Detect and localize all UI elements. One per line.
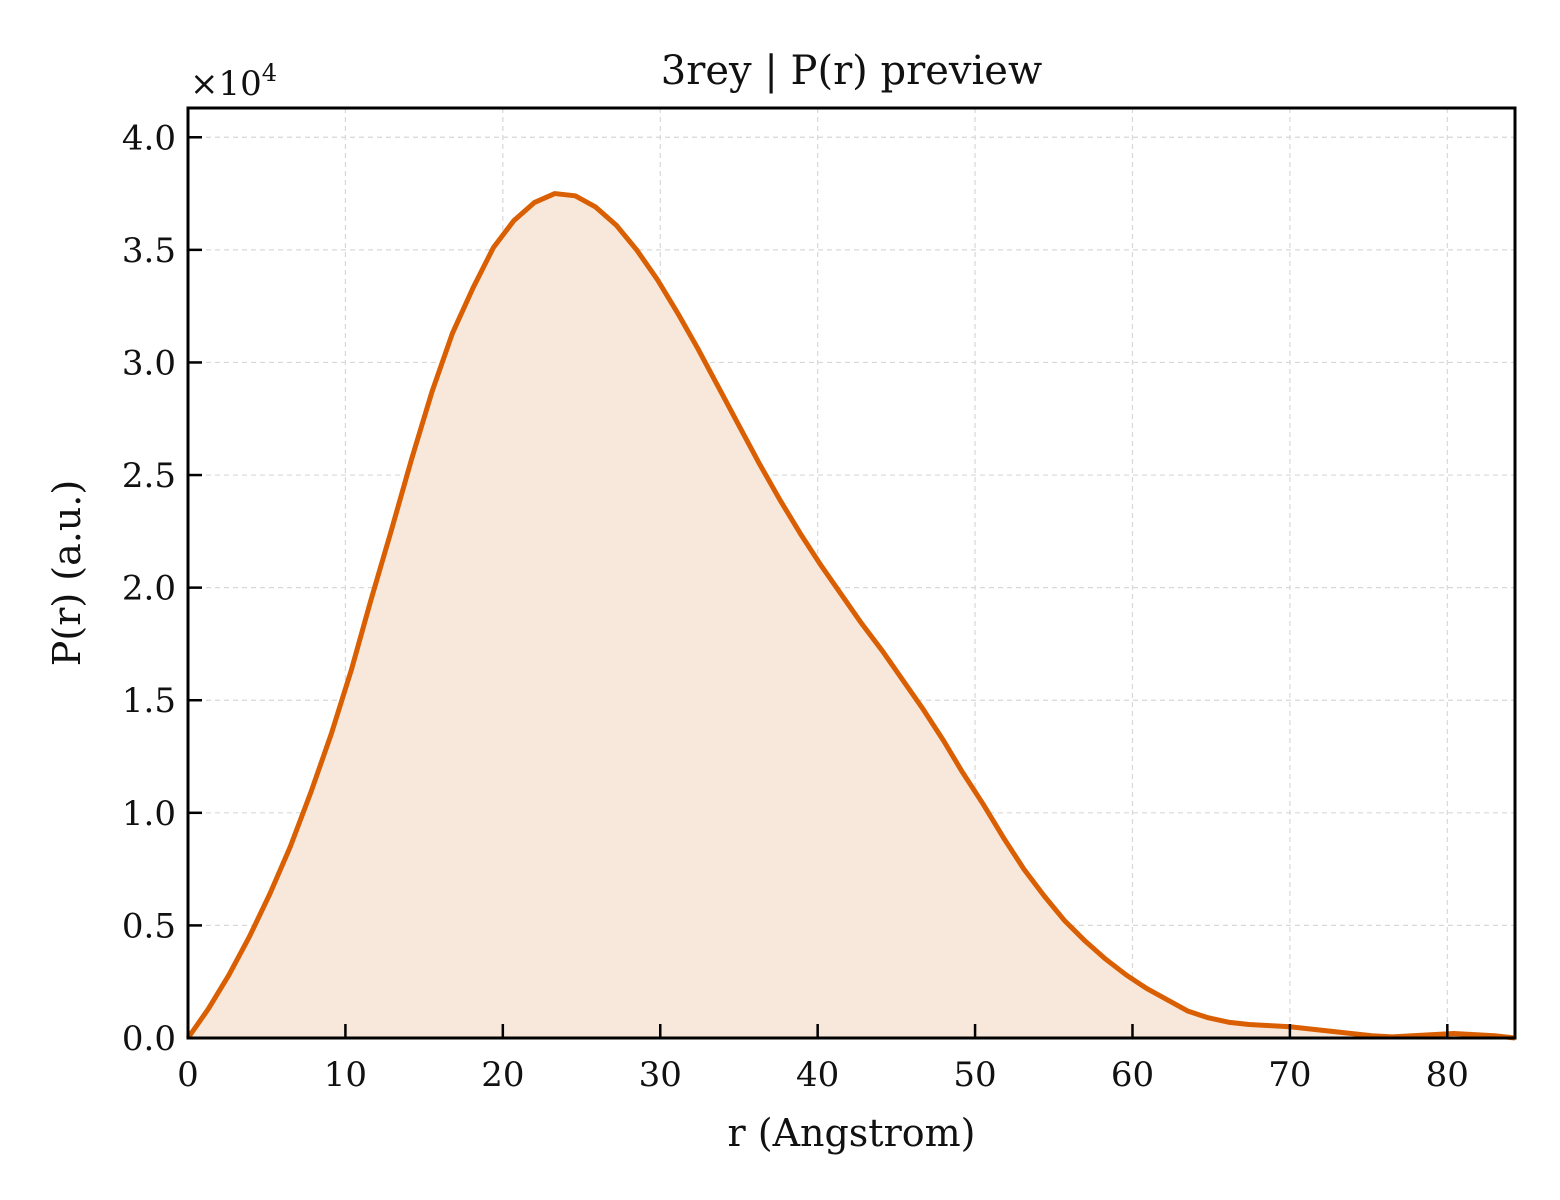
- y-tick-label: 1.0: [122, 794, 176, 834]
- x-tick-label: 0: [177, 1055, 199, 1095]
- y-axis-label: P(r) (a.u.): [45, 480, 89, 666]
- y-tick-label: 3.0: [122, 343, 176, 383]
- x-tick-label: 80: [1426, 1055, 1469, 1095]
- series-line: [185, 191, 1516, 1041]
- y-tick-label: 0.0: [122, 1019, 176, 1059]
- x-axis-ticks: 0 10 20 30 40 50 60 70 80: [177, 1024, 1469, 1095]
- y-tick-label: 2.0: [122, 569, 176, 609]
- y-tick-label: 0.5: [122, 906, 176, 946]
- area-fill: [188, 193, 1515, 1038]
- x-tick-label: 30: [639, 1055, 682, 1095]
- y-multiplier-exponent: 4: [262, 59, 277, 87]
- x-tick-label: 60: [1111, 1055, 1154, 1095]
- y-axis-ticks: 0.0 0.5 1.0 1.5 2.0 2.5 3.0 3.5 4.0: [122, 118, 202, 1059]
- plot-frame: [186, 106, 1517, 1040]
- x-tick-label: 10: [324, 1055, 367, 1095]
- x-tick-label: 70: [1268, 1055, 1311, 1095]
- y-multiplier-base: ×10: [190, 64, 262, 104]
- x-tick-label: 20: [481, 1055, 524, 1095]
- y-axis-multiplier: ×104: [190, 59, 277, 104]
- y-tick-label: 2.5: [122, 456, 176, 496]
- y-tick-label: 3.5: [122, 231, 176, 271]
- x-tick-label: 40: [796, 1055, 839, 1095]
- chart-title: 3rey | P(r) preview: [661, 48, 1042, 94]
- y-tick-label: 4.0: [122, 118, 176, 158]
- x-axis-label: r (Angstrom): [728, 1111, 976, 1155]
- x-tick-label: 50: [953, 1055, 996, 1095]
- y-tick-label: 1.5: [122, 681, 176, 721]
